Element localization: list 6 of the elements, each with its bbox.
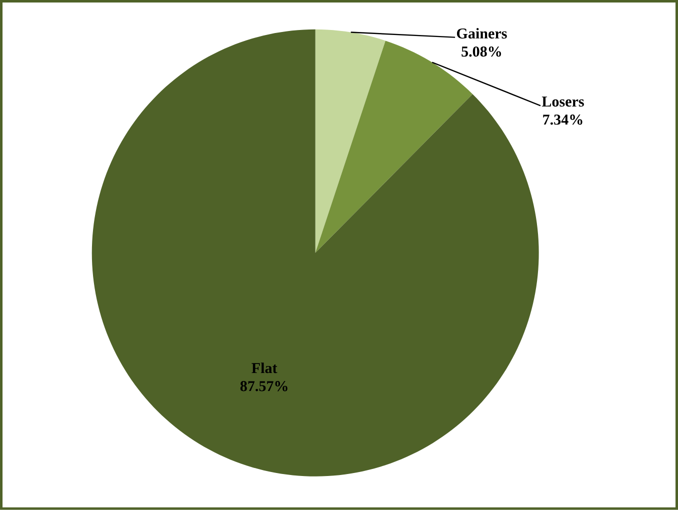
data-label: 87.57%: [240, 381, 288, 392]
data-label: 5.08%: [462, 46, 501, 57]
slice-label: Gainers: [456, 28, 507, 39]
data-label: 7.34%: [543, 114, 582, 125]
slice-label: Flat: [252, 362, 278, 374]
slice-label: Losers: [542, 96, 584, 107]
